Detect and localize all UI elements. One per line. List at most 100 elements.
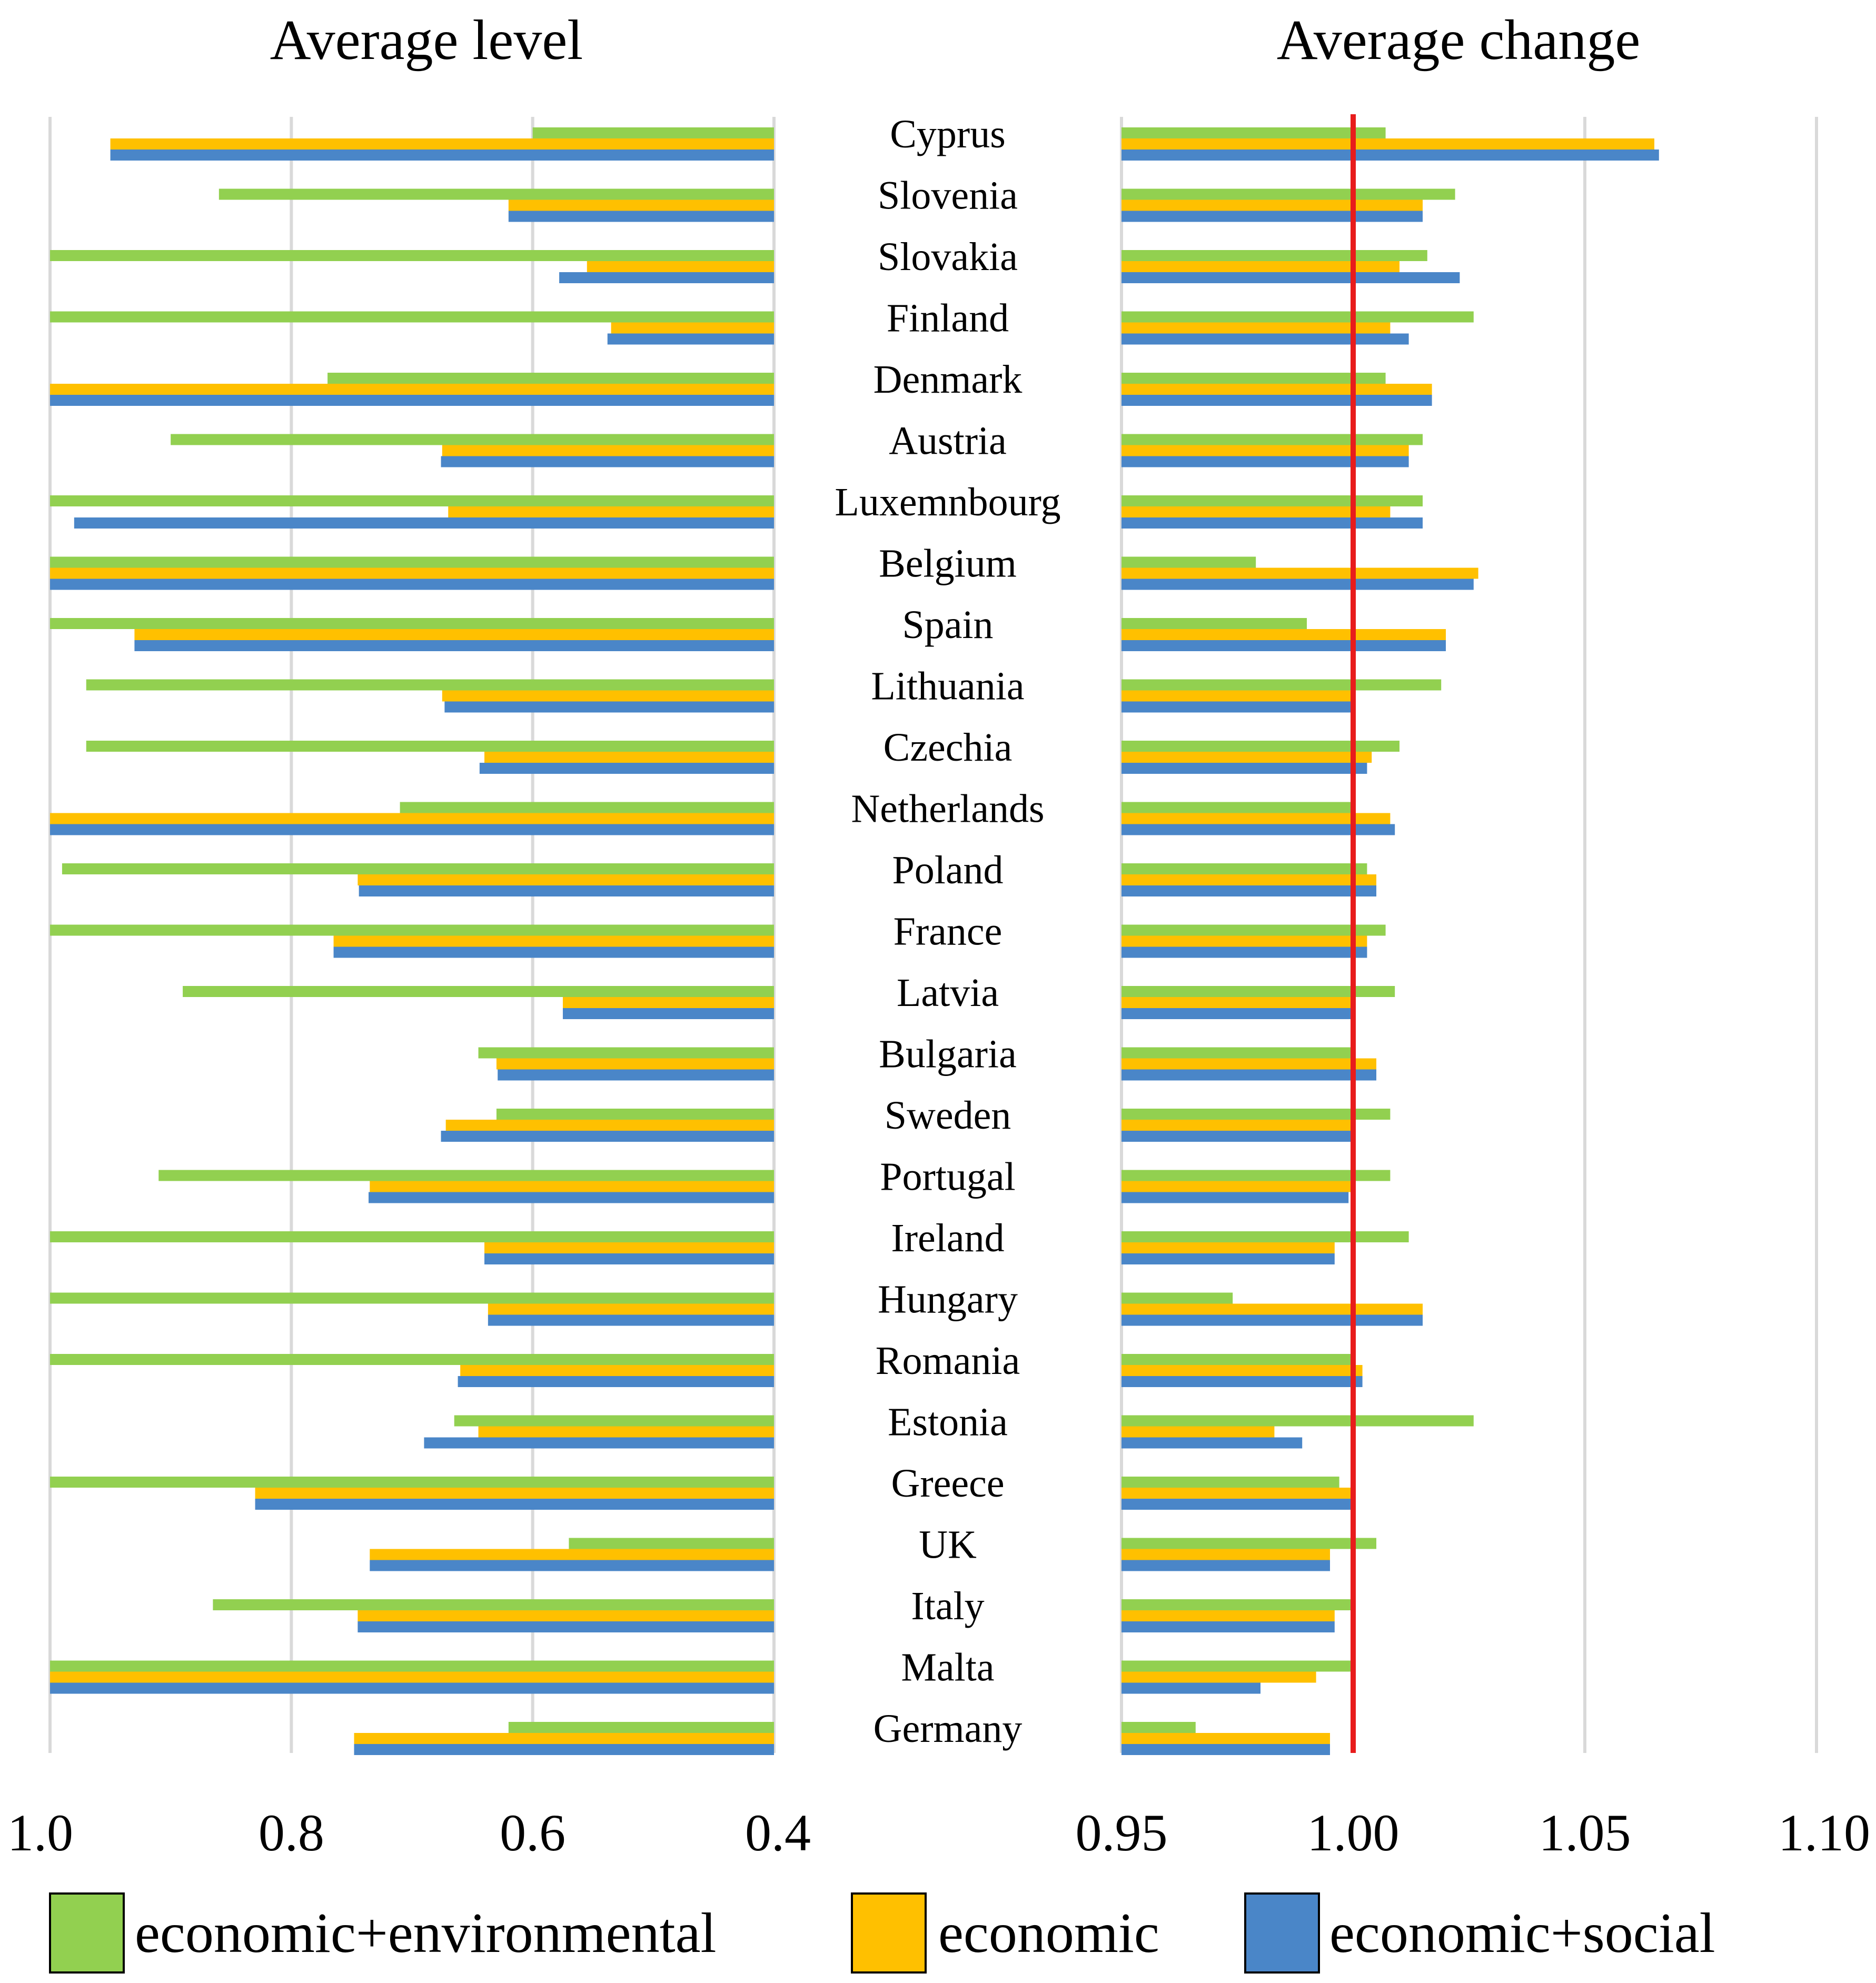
right-bar-spain-economic-environmental: [1121, 618, 1307, 629]
left-bar-portugal-economic-environmental: [158, 1170, 774, 1181]
left-bar-france-economic-social: [333, 946, 774, 958]
right-bar-spain-economic-social: [1121, 640, 1446, 651]
left-bar-finland-economic-social: [607, 333, 774, 345]
left-bar-czechia-economic: [484, 752, 774, 763]
left-bar-austria-economic: [442, 445, 774, 456]
right-bar-poland-economic: [1121, 874, 1376, 885]
right-bar-greece-economic-environmental: [1121, 1477, 1339, 1488]
right-bar-hungary-economic-social: [1121, 1314, 1423, 1326]
left-bar-sweden-economic: [445, 1120, 774, 1131]
left-chart-title: Average level: [270, 9, 583, 72]
left-bar-belgium-economic: [50, 567, 774, 579]
right-bar-romania-economic-environmental: [1121, 1354, 1353, 1365]
country-label-denmark: Denmark: [874, 357, 1023, 402]
right-bar-uk-economic-social: [1121, 1560, 1330, 1571]
left-bar-italy-economic-social: [358, 1621, 774, 1632]
left-bar-estonia-economic-social: [424, 1437, 774, 1449]
right-bar-ireland-economic-environmental: [1121, 1231, 1409, 1242]
left-tick-label: 1.0: [7, 1803, 73, 1862]
left-bar-poland-economic: [358, 874, 774, 885]
country-label-sweden: Sweden: [885, 1093, 1011, 1138]
left-bar-lithuania-economic-environmental: [86, 679, 774, 691]
right-bar-latvia-economic-social: [1121, 1008, 1353, 1019]
left-bar-finland-economic: [611, 322, 774, 334]
right-bars: [1121, 127, 1659, 1755]
right-bar-czechia-economic: [1121, 752, 1372, 763]
right-bar-slovenia-economic-environmental: [1121, 188, 1455, 200]
left-bar-germany-economic-environmental: [508, 1722, 774, 1733]
right-bar-bulgaria-economic-social: [1121, 1069, 1376, 1081]
left-bar-hungary-economic: [488, 1303, 774, 1315]
right-bar-sweden-economic-social: [1121, 1131, 1353, 1142]
left-bar-latvia-economic-environmental: [183, 986, 774, 997]
left-bar-uk-economic-social: [370, 1560, 774, 1571]
right-bar-austria-economic-social: [1121, 456, 1409, 467]
right-tick-label: 0.95: [1076, 1803, 1168, 1862]
country-label-austria: Austria: [889, 419, 1007, 463]
right-bar-france-economic-social: [1121, 946, 1367, 958]
left-bar-bulgaria-economic: [496, 1058, 774, 1070]
right-bar-netherlands-economic-environmental: [1121, 802, 1353, 813]
right-bar-germany-economic: [1121, 1733, 1330, 1744]
country-label-belgium: Belgium: [879, 542, 1017, 586]
right-bar-uk-economic-environmental: [1121, 1538, 1376, 1549]
country-label-romania: Romania: [876, 1339, 1020, 1383]
right-bar-finland-economic: [1121, 322, 1391, 334]
right-bar-italy-economic-social: [1121, 1621, 1335, 1632]
left-bar-sweden-economic-environmental: [496, 1109, 774, 1120]
country-label-lithuania: Lithuania: [871, 664, 1024, 709]
right-bar-slovakia-economic: [1121, 261, 1399, 272]
right-bar-malta-economic-social: [1121, 1682, 1260, 1694]
left-bar-ireland-economic: [484, 1242, 774, 1253]
country-label-uk: UK: [919, 1523, 977, 1567]
right-bar-malta-economic-environmental: [1121, 1660, 1353, 1672]
left-bar-cyprus-economic-environmental: [532, 127, 774, 138]
right-bar-lithuania-economic: [1121, 690, 1353, 702]
left-bar-ireland-economic-social: [484, 1253, 774, 1264]
right-bar-poland-economic-social: [1121, 885, 1376, 896]
right-bar-bulgaria-economic: [1121, 1058, 1376, 1070]
left-bar-malta-economic-environmental: [50, 1660, 774, 1672]
right-bar-portugal-economic: [1121, 1181, 1353, 1192]
right-bar-austria-economic: [1121, 445, 1409, 456]
right-bar-finland-economic-social: [1121, 333, 1409, 345]
country-labels: Cyprus Slovenia Slovakia Finland Denmark Aust…: [835, 112, 1060, 1751]
right-tick-label: 1.05: [1539, 1803, 1631, 1862]
right-bar-denmark-economic-environmental: [1121, 373, 1386, 384]
left-bar-greece-economic-environmental: [50, 1477, 774, 1488]
left-bar-slovakia-economic: [587, 261, 774, 272]
country-label-finland: Finland: [887, 296, 1009, 341]
country-label-portugal: Portugal: [880, 1155, 1016, 1199]
right-panel-average-change: Average change 0.95 1.00 1.05 1.10: [1076, 9, 1871, 1862]
left-bar-italy-economic-environmental: [213, 1599, 774, 1610]
right-bar-estonia-economic-environmental: [1121, 1415, 1474, 1427]
right-bar-france-economic-environmental: [1121, 924, 1386, 936]
left-bar-netherlands-economic-social: [50, 824, 774, 835]
legend-swatch-economic-environmental: [49, 1892, 125, 1974]
left-bar-spain-economic-environmental: [50, 618, 774, 629]
legend-label-economic-environmental: economic+environmental: [135, 1902, 717, 1965]
country-label-netherlands: Netherlands: [851, 787, 1044, 831]
right-bar-germany-economic-environmental: [1121, 1722, 1196, 1733]
right-bar-netherlands-economic-social: [1121, 824, 1395, 835]
right-bar-slovakia-economic-environmental: [1121, 250, 1427, 261]
right-bar-hungary-economic-environmental: [1121, 1292, 1233, 1304]
left-bar-portugal-economic-social: [369, 1192, 774, 1203]
left-bar-netherlands-economic-environmental: [400, 802, 774, 813]
country-label-luxemnbourg: Luxemnbourg: [835, 480, 1060, 524]
left-bars: [50, 127, 775, 1755]
right-bar-portugal-economic-environmental: [1121, 1170, 1391, 1181]
right-bar-belgium-economic-environmental: [1121, 556, 1256, 568]
left-bar-greece-economic-social: [255, 1499, 774, 1510]
right-bar-malta-economic: [1121, 1671, 1316, 1683]
right-bar-denmark-economic: [1121, 384, 1432, 395]
left-bar-romania-economic: [460, 1365, 774, 1376]
left-bar-luxemnbourg-economic: [448, 506, 774, 517]
left-bar-uk-economic: [370, 1549, 774, 1560]
right-bar-france-economic: [1121, 935, 1367, 947]
right-bar-portugal-economic-social: [1121, 1192, 1349, 1203]
country-label-estonia: Estonia: [888, 1400, 1008, 1444]
country-label-cyprus: Cyprus: [890, 112, 1006, 156]
left-bar-malta-economic: [50, 1671, 774, 1683]
